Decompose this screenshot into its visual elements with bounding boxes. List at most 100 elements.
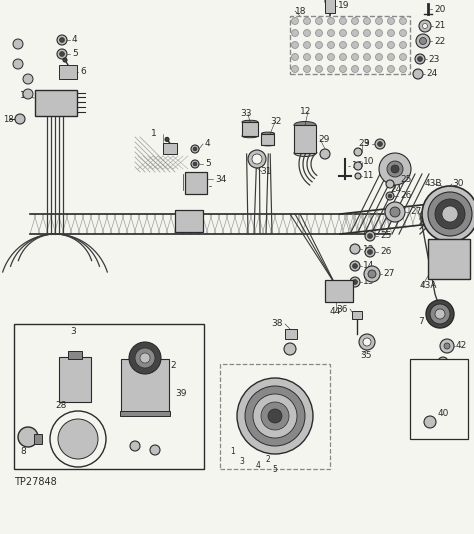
Circle shape: [363, 338, 371, 346]
Circle shape: [367, 249, 373, 255]
Circle shape: [385, 202, 405, 222]
Circle shape: [364, 18, 371, 25]
Circle shape: [353, 263, 357, 269]
Circle shape: [350, 277, 360, 287]
Circle shape: [400, 42, 407, 49]
Circle shape: [140, 353, 150, 363]
Circle shape: [261, 402, 289, 430]
Circle shape: [435, 309, 445, 319]
Circle shape: [368, 270, 376, 278]
Circle shape: [354, 148, 362, 156]
Circle shape: [316, 66, 322, 73]
Circle shape: [292, 42, 299, 49]
Circle shape: [15, 114, 25, 124]
Circle shape: [130, 441, 140, 451]
Circle shape: [303, 29, 310, 36]
Text: 14: 14: [363, 262, 374, 271]
Bar: [410, 359, 468, 439]
Bar: [290, 16, 410, 74]
Circle shape: [430, 304, 450, 324]
Circle shape: [435, 199, 465, 229]
Bar: [34, 434, 42, 444]
Bar: [185, 172, 207, 194]
Circle shape: [388, 42, 394, 49]
Circle shape: [365, 247, 375, 257]
Circle shape: [444, 343, 450, 349]
Circle shape: [316, 42, 322, 49]
Circle shape: [13, 39, 23, 49]
Ellipse shape: [242, 120, 258, 124]
Circle shape: [375, 66, 383, 73]
Text: 10: 10: [363, 158, 374, 167]
Text: 4: 4: [205, 139, 210, 148]
Bar: [352, 311, 362, 319]
Ellipse shape: [294, 150, 316, 156]
Circle shape: [419, 37, 427, 44]
Circle shape: [388, 18, 394, 25]
Circle shape: [422, 23, 428, 28]
Circle shape: [57, 35, 67, 45]
Circle shape: [400, 29, 407, 36]
Circle shape: [165, 137, 169, 142]
Circle shape: [328, 66, 335, 73]
Text: 42: 42: [456, 342, 467, 350]
Text: 25: 25: [400, 175, 411, 184]
Circle shape: [325, 0, 335, 6]
Circle shape: [364, 66, 371, 73]
Circle shape: [191, 160, 199, 168]
Circle shape: [418, 57, 422, 61]
Circle shape: [328, 18, 335, 25]
Bar: [59, 357, 91, 402]
Circle shape: [339, 53, 346, 60]
Circle shape: [23, 89, 33, 99]
Circle shape: [352, 66, 358, 73]
Circle shape: [400, 66, 407, 73]
Text: 26: 26: [380, 247, 392, 256]
Bar: [325, 0, 335, 13]
Circle shape: [135, 348, 155, 368]
Bar: [59, 65, 77, 78]
Text: 44: 44: [330, 308, 341, 317]
Text: 23: 23: [359, 139, 370, 148]
Bar: [220, 364, 330, 469]
Text: 27: 27: [383, 270, 394, 279]
Bar: [68, 351, 82, 359]
Circle shape: [442, 206, 458, 222]
Text: 3: 3: [239, 458, 245, 467]
Circle shape: [352, 18, 358, 25]
Circle shape: [424, 416, 436, 428]
Circle shape: [292, 53, 299, 60]
Circle shape: [18, 427, 38, 447]
Text: 24: 24: [390, 185, 401, 193]
Circle shape: [352, 29, 358, 36]
Circle shape: [353, 279, 357, 285]
Text: 2: 2: [170, 362, 176, 371]
Text: 36: 36: [337, 304, 348, 313]
Text: 28: 28: [55, 402, 66, 411]
Text: 25: 25: [380, 232, 392, 240]
Circle shape: [150, 445, 160, 455]
Text: 17: 17: [20, 91, 31, 100]
Circle shape: [60, 51, 64, 57]
Circle shape: [375, 18, 383, 25]
Text: 13: 13: [363, 245, 374, 254]
Circle shape: [350, 244, 360, 254]
Circle shape: [364, 266, 380, 282]
Circle shape: [57, 49, 67, 59]
Text: 3: 3: [70, 327, 76, 336]
Text: 33: 33: [240, 109, 252, 119]
Bar: [175, 210, 203, 232]
Text: 27: 27: [410, 208, 421, 216]
Circle shape: [253, 394, 297, 438]
Circle shape: [428, 192, 472, 236]
Circle shape: [193, 162, 197, 166]
Circle shape: [440, 339, 454, 353]
Circle shape: [390, 207, 400, 217]
Circle shape: [284, 343, 296, 355]
Circle shape: [63, 58, 67, 62]
Circle shape: [375, 29, 383, 36]
Text: 12: 12: [300, 107, 311, 116]
Circle shape: [268, 409, 282, 423]
Ellipse shape: [59, 351, 91, 362]
Circle shape: [388, 53, 394, 60]
